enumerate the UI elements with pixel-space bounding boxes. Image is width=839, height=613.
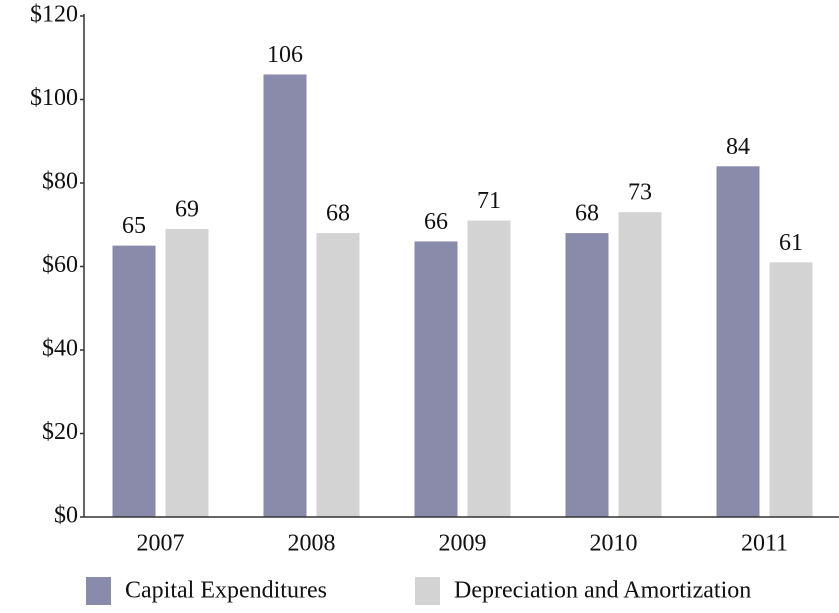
bar [467, 220, 511, 517]
y-tick-label: $40 [42, 336, 78, 362]
bar [618, 212, 662, 517]
value-label: 68 [326, 201, 350, 227]
legend-swatch [415, 577, 440, 605]
value-label: 65 [122, 213, 146, 239]
y-tick-label: $60 [42, 252, 78, 278]
value-label: 73 [628, 180, 652, 206]
bar [263, 74, 307, 517]
bar [112, 245, 156, 517]
bar [716, 166, 760, 518]
bar [316, 233, 360, 517]
y-tick-label: $20 [42, 419, 78, 445]
value-label: 106 [267, 42, 303, 68]
x-tick-label: 2010 [590, 531, 638, 557]
y-tick-label: $120 [30, 2, 78, 28]
value-label: 61 [779, 230, 803, 256]
bar [769, 262, 813, 517]
legend-label: Depreciation and Amortization [454, 578, 751, 604]
value-label: 84 [726, 134, 750, 160]
bar [565, 233, 609, 517]
bar [165, 228, 209, 518]
y-tick-label: $80 [42, 169, 78, 195]
value-label: 71 [477, 188, 501, 214]
y-tick-label: $0 [54, 503, 78, 529]
x-tick-label: 2008 [288, 531, 336, 557]
value-label: 68 [575, 201, 599, 227]
legend-swatch [86, 577, 111, 605]
y-tick-label: $100 [30, 85, 78, 111]
x-tick-label: 2009 [439, 531, 487, 557]
value-label: 69 [175, 196, 199, 222]
x-tick-label: 2011 [741, 531, 788, 557]
legend-label: Capital Expenditures [125, 578, 327, 604]
value-label: 66 [424, 209, 448, 235]
x-tick-label: 2007 [137, 531, 185, 557]
bar [414, 241, 458, 517]
